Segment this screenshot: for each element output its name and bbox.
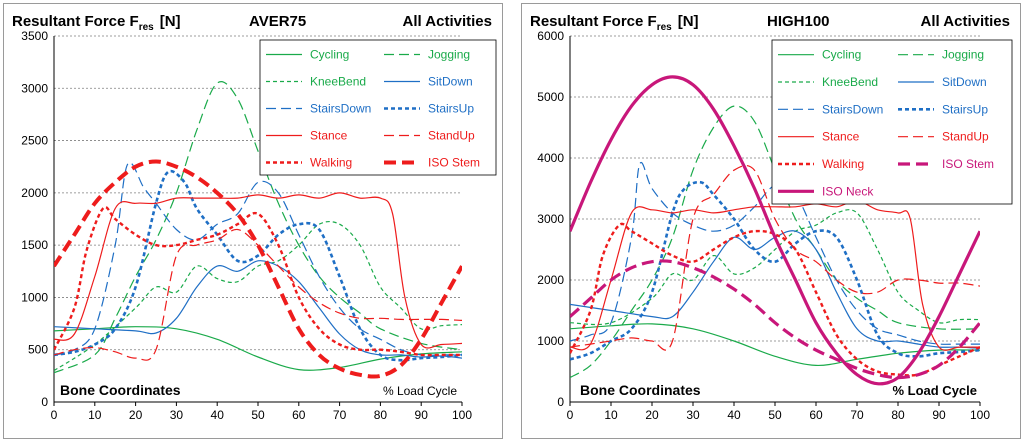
legend-label-stairsdown: StairsDown <box>822 102 883 116</box>
legend-box <box>771 39 1013 205</box>
x-tick-label: 70 <box>333 408 347 422</box>
x-tick-label: 40 <box>211 408 225 422</box>
y-tick-label: 2500 <box>21 134 48 148</box>
y-tick-label: 3000 <box>21 81 48 95</box>
series-line-jogging <box>570 105 980 379</box>
series-line-stairsdown <box>570 161 980 345</box>
y-tick-label: 2000 <box>537 273 564 287</box>
activities-label: All Activities <box>403 13 492 30</box>
legend-label-jogging: Jogging <box>428 48 470 62</box>
coordinate-system-label: Bone Coordinates <box>60 382 181 398</box>
series-line-walking <box>54 206 462 357</box>
x-tick-label: 90 <box>932 408 946 422</box>
legend-label-jogging: Jogging <box>942 48 984 62</box>
y-tick-label: 6000 <box>537 29 564 43</box>
plot-area: 0 500 1000 1500 2000 2500 3000 3500 0 10 20 30 40 50 6… <box>21 29 497 422</box>
series-line-stance <box>570 200 980 351</box>
series-line-cycling <box>570 323 980 367</box>
series-line-iso-stem <box>570 259 980 380</box>
coordinate-system-label: Bone Coordinates <box>580 382 701 398</box>
x-tick-label: 30 <box>170 408 184 422</box>
x-axis-label: % Load Cycle <box>383 384 457 398</box>
x-tick-label: 100 <box>970 408 990 422</box>
y-tick-label: 1000 <box>21 290 48 304</box>
x-axis-label: % Load Cycle <box>892 383 977 398</box>
x-tick-label: 80 <box>891 408 905 422</box>
x-tick-label: 90 <box>415 408 429 422</box>
series-line-iso-neck <box>570 75 980 386</box>
y-tick-label: 1000 <box>537 334 564 348</box>
legend-label-cycling: Cycling <box>310 48 349 62</box>
legend-label-stance: Stance <box>822 130 860 144</box>
chart-svg-high100: Resultant Force Fres [N] HIGH100 All Acti… <box>530 13 1013 422</box>
y-tick-label: 3000 <box>537 212 564 226</box>
legend-label-cycling: Cycling <box>822 48 861 62</box>
legend-label-stairsdown: StairsDown <box>310 102 371 116</box>
x-tick-label: 80 <box>374 408 388 422</box>
legend-label-stairsup: StairsUp <box>428 102 474 116</box>
series-line-stance <box>54 192 462 349</box>
chart-title: Resultant Force Fres [N] <box>12 13 181 33</box>
legend-label-iso-stem: ISO Stem <box>942 157 994 171</box>
y-tick-label: 0 <box>557 395 564 409</box>
x-tick-label: 50 <box>768 408 782 422</box>
legend-label-iso-neck: ISO Neck <box>822 184 874 198</box>
legend-label-standup: StandUp <box>942 130 989 144</box>
legend-label-walking: Walking <box>310 156 352 170</box>
y-tick-label: 3500 <box>21 29 48 43</box>
series-line-standup <box>54 228 462 361</box>
x-tick-label: 40 <box>727 408 741 422</box>
x-tick-label: 10 <box>604 408 618 422</box>
x-tick-label: 20 <box>645 408 659 422</box>
x-tick-label: 10 <box>88 408 102 422</box>
x-tick-label: 0 <box>567 408 574 422</box>
legend-label-kneebend: KneeBend <box>310 75 366 89</box>
legend-label-standup: StandUp <box>428 129 475 143</box>
series-line-sitdown <box>570 230 980 349</box>
x-tick-label: 100 <box>452 408 472 422</box>
series-line-stairsup <box>54 169 462 362</box>
y-tick-label: 4000 <box>537 151 564 165</box>
x-tick-label: 60 <box>809 408 823 422</box>
plot-area: 0 1000 2000 3000 4000 5000 6000 0 10 20 30 40 50 60 70… <box>537 29 1013 422</box>
x-tick-label: 0 <box>51 408 58 422</box>
legend-label-iso-stem: ISO Stem <box>428 156 480 170</box>
series-line-jogging <box>54 81 462 374</box>
series-line-kneebend <box>54 220 462 372</box>
activities-label: All Activities <box>921 13 1010 30</box>
y-tick-label: 500 <box>28 343 48 357</box>
x-tick-label: 50 <box>251 408 265 422</box>
series-line-iso-stem <box>54 159 462 379</box>
legend-box <box>259 39 497 176</box>
chart-svg-aver75: Resultant Force Fres [N] AVER75 All Activ… <box>12 13 497 422</box>
series-line-stairsdown <box>54 161 462 356</box>
chart-title: Resultant Force Fres [N] <box>530 13 699 33</box>
y-tick-label: 5000 <box>537 90 564 104</box>
x-tick-label: 20 <box>129 408 143 422</box>
series-line-cycling <box>54 326 462 371</box>
legend-label-stairsup: StairsUp <box>942 102 988 116</box>
series-line-standup <box>570 164 980 351</box>
legend-label-walking: Walking <box>822 157 864 171</box>
legend-label-kneebend: KneeBend <box>822 75 878 89</box>
x-tick-label: 60 <box>292 408 306 422</box>
implant-label: HIGH100 <box>767 13 830 30</box>
implant-label: AVER75 <box>249 13 306 30</box>
series-line-stairsup <box>570 180 980 361</box>
x-tick-label: 30 <box>686 408 700 422</box>
x-tick-label: 70 <box>850 408 864 422</box>
legend-label-stance: Stance <box>310 129 348 143</box>
y-tick-label: 2000 <box>21 186 48 200</box>
force-chart-high100: Resultant Force Fres [N] HIGH100 All Acti… <box>521 3 1021 439</box>
legend-label-sitdown: SitDown <box>942 75 987 89</box>
y-tick-label: 0 <box>41 395 48 409</box>
legend-label-sitdown: SitDown <box>428 75 473 89</box>
y-tick-label: 1500 <box>21 238 48 252</box>
force-chart-aver75: Resultant Force Fres [N] AVER75 All Activ… <box>3 3 503 439</box>
